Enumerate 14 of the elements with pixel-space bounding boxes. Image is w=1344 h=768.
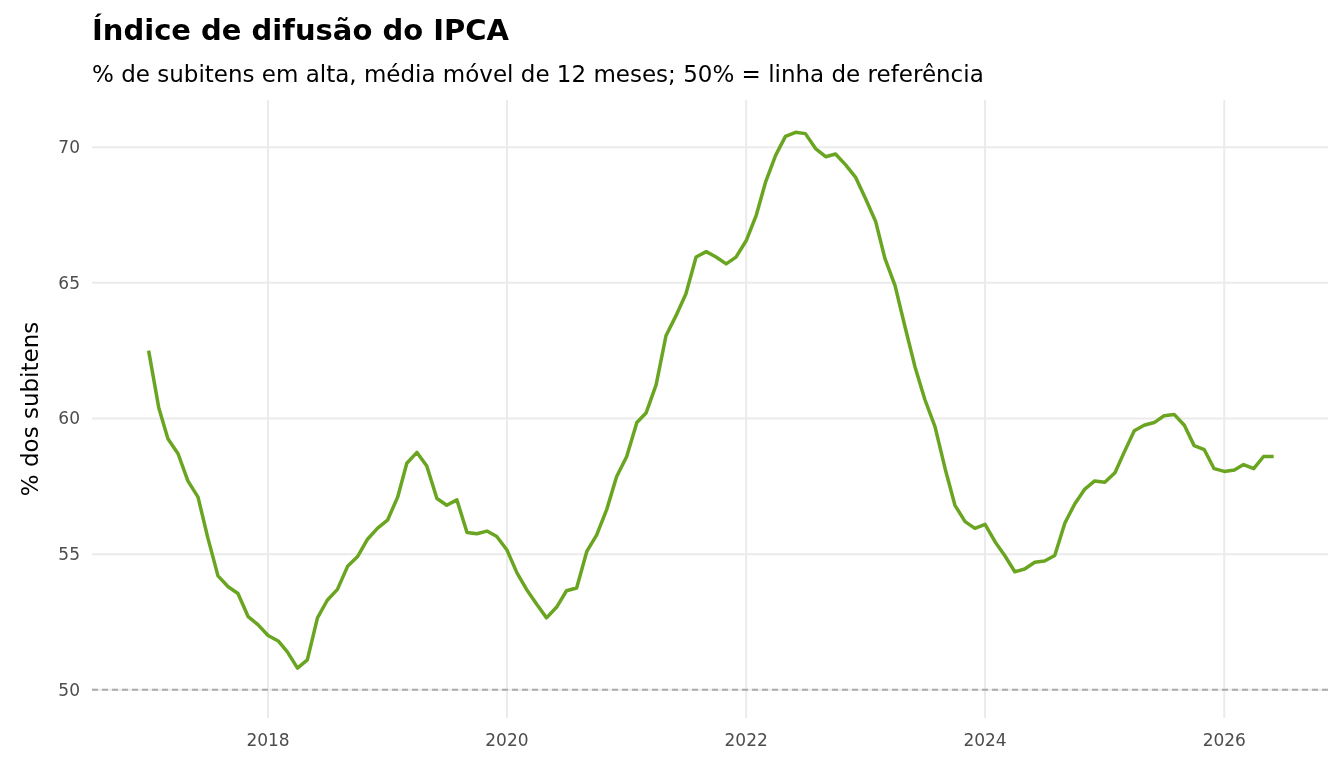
x-tick-label: 2026	[1202, 730, 1246, 750]
y-tick-label: 70	[58, 137, 80, 158]
y-axis-title: % dos subitens	[17, 321, 43, 497]
y-tick-label: 50	[58, 679, 80, 700]
x-tick-label: 2020	[485, 730, 529, 750]
x-tick-label: 2018	[246, 730, 290, 750]
chart-title: Índice de difusão do IPCA	[92, 13, 510, 47]
y-tick-label: 65	[58, 272, 80, 293]
x-tick-label: 2024	[963, 730, 1007, 750]
line-series	[146, 130, 1276, 670]
chart-subtitle: % de subitens em alta, média móvel de 12 meses; 50% = linha de referência	[92, 61, 984, 87]
y-tick-label: 60	[58, 408, 80, 429]
y-tick-label: 55	[58, 544, 80, 565]
x-tick-label: 2022	[724, 730, 768, 750]
